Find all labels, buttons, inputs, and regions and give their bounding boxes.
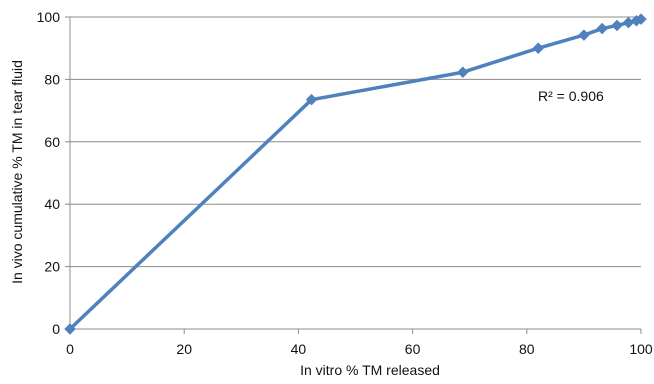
y-axis-title: In vivo cumulative % TM in tear fluid	[9, 60, 25, 284]
x-tick-label: 20	[176, 341, 192, 357]
y-tick-label: 100	[37, 9, 61, 25]
data-markers	[64, 13, 647, 335]
data-series	[68, 17, 643, 331]
tick-labels: 0 20 40 60 80 100 0 20 40 60 80 100	[37, 9, 653, 357]
data-point-marker	[532, 42, 545, 55]
y-tick-label: 40	[44, 196, 60, 212]
x-tick-label: 40	[291, 341, 307, 357]
y-tick-label: 60	[44, 134, 60, 150]
r-squared-annotation: R² = 0.906	[538, 88, 604, 104]
data-point-marker	[596, 22, 609, 35]
grid-lines	[70, 16, 641, 268]
x-tick-label: 0	[66, 341, 74, 357]
data-point-marker	[64, 323, 76, 335]
data-point-marker	[611, 19, 623, 32]
series-line	[68, 17, 643, 331]
x-tick-label: 60	[405, 341, 421, 357]
data-point-marker	[456, 66, 469, 79]
x-tick-label: 100	[629, 341, 653, 357]
y-tick-label: 20	[44, 259, 60, 275]
x-tick-label: 80	[519, 341, 535, 357]
data-point-marker	[305, 93, 318, 106]
x-axis-title: In vitro % TM released	[300, 362, 440, 378]
data-point-marker	[635, 13, 647, 26]
y-tick-label: 0	[52, 321, 60, 337]
y-tick-label: 80	[44, 71, 60, 87]
axes	[65, 16, 642, 334]
data-point-marker	[622, 16, 635, 29]
data-point-marker	[578, 29, 590, 41]
